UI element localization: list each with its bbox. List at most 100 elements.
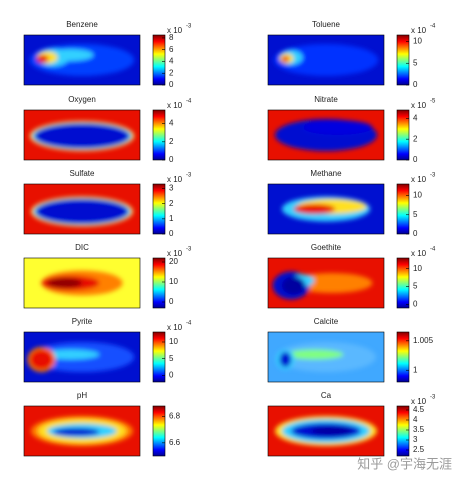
heatmap-field — [281, 196, 371, 222]
heatmap — [24, 406, 140, 456]
colorbar — [152, 257, 166, 309]
colorbar-tick-label: 5 — [413, 58, 418, 67]
scale-exponent: -3 — [186, 247, 192, 253]
field-blob — [52, 428, 100, 436]
heatmap — [268, 184, 384, 234]
scale-label: x 10 — [167, 323, 183, 332]
heatmap — [268, 35, 384, 85]
panel-title: Sulfate — [70, 169, 95, 178]
colorbar — [396, 183, 410, 235]
heatmap — [268, 110, 384, 160]
heatmap-frame — [23, 34, 141, 86]
colorbar-tick-label: 3 — [169, 184, 174, 193]
colorbar — [152, 405, 166, 457]
colorbar-tick-label: 6.8 — [169, 412, 181, 421]
heatmap-field — [29, 44, 135, 76]
colorbar-tick-label: 8 — [169, 33, 174, 42]
colorbar-tick-label: 0 — [169, 155, 174, 164]
heatmap — [268, 406, 384, 456]
colorbar-tick-label: 2 — [413, 134, 418, 143]
colorbar-tick-label: 10 — [413, 191, 422, 200]
heatmap-frame — [267, 34, 385, 86]
panel-title: DIC — [75, 243, 89, 252]
scale-exponent: -3 — [186, 24, 192, 30]
scale-label: x 10 — [167, 101, 183, 110]
colorbar-tick-label: 2 — [169, 199, 174, 208]
colorbar-tick-label: 4.5 — [413, 405, 425, 414]
colorbar-tick-label: 4 — [169, 57, 174, 66]
colorbar-tick-label: 6.6 — [169, 438, 181, 447]
colorbar-tick-label: 5 — [169, 354, 174, 363]
panel-title: pH — [77, 391, 87, 400]
heatmap-frame — [23, 331, 141, 383]
heatmap-field — [273, 44, 379, 76]
colorbar — [396, 34, 410, 86]
field-blob — [34, 123, 130, 149]
panel-title: Toluene — [312, 20, 341, 29]
colorbar-tick-label: 0 — [169, 297, 174, 306]
heatmap — [24, 332, 140, 382]
scale-label: x 10 — [411, 397, 427, 406]
field-blob — [281, 276, 306, 295]
heatmap-field — [29, 121, 135, 151]
colorbar-tick-label: 10 — [169, 337, 178, 346]
heatmap-field — [276, 342, 376, 372]
colorbar — [152, 331, 166, 383]
scale-exponent: -5 — [430, 99, 436, 105]
colorbar-tick-label: 0 — [413, 300, 418, 309]
colorbar-tick-label: 2 — [169, 68, 174, 77]
heatmap-field — [274, 119, 378, 151]
colorbar-tick-label: 4 — [169, 119, 174, 128]
colorbar-tick-label: 10 — [413, 37, 422, 46]
heatmap — [24, 258, 140, 308]
scale-label: x 10 — [411, 26, 427, 35]
field-blob — [47, 49, 94, 61]
scale-label: x 10 — [411, 101, 427, 110]
scale-exponent: -3 — [430, 173, 436, 179]
panel-title: Calcite — [314, 317, 339, 326]
colorbar-tick-label: 20 — [169, 257, 178, 266]
colorbar-tick-label: 0 — [413, 229, 418, 238]
colorbar-tick-label: 4 — [413, 415, 418, 424]
colorbar-tick-label: 1 — [169, 214, 174, 223]
field-blob — [285, 349, 344, 360]
heatmap-frame — [267, 257, 385, 309]
colorbar-tick-label: 0 — [169, 80, 174, 89]
heatmap-frame — [23, 257, 141, 309]
scale-exponent: -4 — [430, 247, 436, 253]
colorbar — [152, 109, 166, 161]
panel-title: Goethite — [311, 243, 342, 252]
field-blob — [29, 349, 53, 370]
colorbar-tick-label: 0 — [413, 155, 418, 164]
field-blob — [273, 44, 379, 76]
panel-title: Oxygen — [68, 95, 96, 104]
panel-title: Nitrate — [314, 95, 338, 104]
heatmap-frame — [267, 331, 385, 383]
colorbar-tick-label: 1.005 — [413, 336, 434, 345]
colorbar-tick-label: 0 — [413, 80, 418, 89]
colorbar-tick-label: 1 — [413, 365, 418, 374]
scale-label: x 10 — [167, 175, 183, 184]
scale-exponent: -4 — [186, 321, 192, 327]
scale-exponent: -3 — [430, 395, 436, 401]
colorbar-tick-label: 0 — [169, 370, 174, 379]
heatmap-frame — [23, 405, 141, 457]
colorbar — [152, 34, 166, 86]
scale-label: x 10 — [411, 175, 427, 184]
heatmap — [24, 35, 140, 85]
scale-exponent: -4 — [430, 24, 436, 30]
colorbar-tick-label: 0 — [169, 229, 174, 238]
field-blob — [310, 427, 353, 435]
colorbar-tick-label: 2.5 — [413, 445, 425, 454]
panel-title: Methane — [310, 169, 342, 178]
field-blob — [293, 204, 336, 214]
heatmap-field — [41, 270, 123, 296]
heatmap-frame — [267, 405, 385, 457]
panel-title: Ca — [321, 391, 332, 400]
scale-exponent: -4 — [186, 99, 192, 105]
watermark: 知乎 @宇海无涯 — [357, 456, 452, 471]
scale-label: x 10 — [411, 249, 427, 258]
colorbar-tick-label: 10 — [169, 277, 178, 286]
panel-title: Pyrite — [72, 317, 93, 326]
